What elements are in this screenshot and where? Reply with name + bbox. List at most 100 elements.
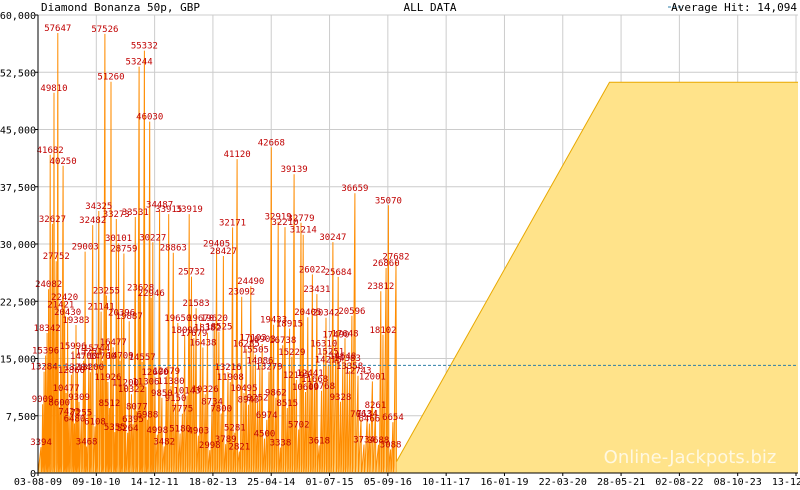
peak-value-label: 21583 <box>183 299 210 309</box>
peak-value-label: 24490 <box>237 277 264 287</box>
peak-value-label: 29003 <box>72 243 99 253</box>
current-jackpot-fill <box>396 82 798 473</box>
peak-value-label: 10609 <box>292 383 319 393</box>
peak-value-label: 7775 <box>172 405 194 415</box>
peak-value-label: 8734 <box>201 397 223 407</box>
x-tick-label: 13-12-24 <box>772 477 800 488</box>
peak-value-label: 12195 <box>283 371 310 381</box>
peak-value-label: 32482 <box>79 216 106 226</box>
peak-value-label: 20396 <box>108 308 135 318</box>
peak-value-label: 6395 <box>122 415 144 425</box>
peak-value-label: 20405 <box>294 308 321 318</box>
peak-value-label: 7255 <box>70 409 92 419</box>
y-tick-label: 15,000 <box>0 355 36 366</box>
peak-value-label: 14383 <box>334 354 361 364</box>
peak-value-label: 28427 <box>210 247 237 257</box>
peak-value-label: 2998 <box>199 441 221 451</box>
x-tick-label: 22-03-20 <box>539 477 587 488</box>
peak-value-label: 36659 <box>341 184 368 194</box>
watermark: Online-Jackpots.biz <box>604 447 777 468</box>
peak-value-label: 17103 <box>240 333 267 343</box>
y-tick-label: 22,500 <box>0 297 36 308</box>
peak-value-label: 12743 <box>344 367 371 377</box>
peak-value-label: 3394 <box>30 438 52 448</box>
peak-value-label: 6108 <box>84 417 106 427</box>
x-axis-ticks: 03-08-09 09-10-10 14-12-11 18-02-13 25-04-14… <box>14 473 800 488</box>
range-label: ALL DATA <box>404 1 457 14</box>
peak-value-label: 4998 <box>146 426 168 436</box>
peak-value-label: 23628 <box>127 284 154 294</box>
peak-value-label: 11380 <box>157 377 184 387</box>
peak-value-label: 17490 <box>322 330 349 340</box>
peak-value-label: 57647 <box>44 24 71 34</box>
peak-value-label: 5264 <box>117 424 139 434</box>
peak-value-label: 13216 <box>214 363 241 373</box>
peak-value-label: 10143 <box>173 387 200 397</box>
chart-title: Diamond Bonanza 50p, GBP <box>41 1 200 14</box>
peak-value-label: 15505 <box>242 346 269 356</box>
x-tick-label: 10-11-17 <box>422 477 470 488</box>
peak-value-label: 18342 <box>34 324 61 334</box>
peak-value-label: 42668 <box>258 138 285 148</box>
peak-value-label: 11668 <box>301 375 328 385</box>
peak-value-label: 7423 <box>58 407 80 417</box>
peak-value-label: 21141 <box>88 303 115 313</box>
peak-value-label: 15396 <box>32 346 59 356</box>
peak-value-label: 32171 <box>219 218 246 228</box>
peak-value-label: 23431 <box>303 285 330 295</box>
peak-value-label: 19650 <box>164 314 191 324</box>
peak-value-label: 30101 <box>105 234 132 244</box>
y-tick-label: 7,500 <box>6 412 36 423</box>
peak-value-label: 12600 <box>141 368 168 378</box>
peak-value-label: 3482 <box>153 437 175 447</box>
peak-value-label: 16438 <box>189 339 216 349</box>
peak-value-label: 16738 <box>269 336 296 346</box>
peak-value-label: 17648 <box>331 329 358 339</box>
peak-value-label: 3088 <box>380 440 402 450</box>
peak-value-label: 19670 <box>187 314 214 324</box>
peak-value-label: 5180 <box>169 424 191 434</box>
x-tick-label: 16-01-19 <box>480 477 528 488</box>
peak-value-label: 18382 <box>194 324 221 334</box>
peak-value-label: 3789 <box>215 435 237 445</box>
peak-value-label: 16310 <box>310 340 337 350</box>
peak-value-label: 25684 <box>325 268 352 278</box>
peak-value-label: 19887 <box>116 312 143 322</box>
peak-value-label: 33531 <box>122 208 149 218</box>
peak-value-label: 8512 <box>99 399 121 409</box>
x-tick-label: 03-08-09 <box>14 477 62 488</box>
peak-value-label: 14648 <box>329 352 356 362</box>
x-tick-label: 01-07-15 <box>305 477 353 488</box>
peak-value-label: 11908 <box>217 373 244 383</box>
peak-value-label: 16285 <box>233 340 260 350</box>
peak-value-label: 15251 <box>317 348 344 358</box>
peak-value-label: 26022 <box>299 265 326 275</box>
y-axis-ticks: 0 7,500 15,000 22,500 30,000 37,500 45,000 52,5… <box>0 11 38 480</box>
peak-value-label: 7134 <box>356 410 378 420</box>
y-tick-label: 60,000 <box>0 11 36 22</box>
peak-value-label: 3734 <box>353 435 375 445</box>
peak-value-label: 5355 <box>104 423 126 433</box>
peak-value-label: 46030 <box>136 113 163 123</box>
peak-value-label: 32627 <box>39 215 66 225</box>
x-tick-label: 18-02-13 <box>189 477 237 488</box>
peak-value-label: 3618 <box>308 436 330 446</box>
peak-value-label: 32919 <box>265 213 292 223</box>
peak-value-label: 14700 <box>70 352 97 362</box>
peak-value-label: 10495 <box>230 384 257 394</box>
hit-series <box>37 32 397 474</box>
peak-value-label: 6480 <box>64 415 86 425</box>
peak-value-label: 20342 <box>312 309 339 319</box>
peak-value-label: 13204 <box>64 363 91 373</box>
peak-value-label: 28863 <box>160 244 187 254</box>
peak-value-label: 8261 <box>365 401 387 411</box>
peak-value-label: 33273 <box>103 210 130 220</box>
peak-value-label: 7800 <box>210 404 232 414</box>
peak-value-label: 32210 <box>271 218 298 228</box>
peak-value-label: 39139 <box>281 165 308 175</box>
peak-value-label: 6654 <box>382 413 404 423</box>
peak-value-label: 15229 <box>278 348 305 358</box>
peak-value-label: 34487 <box>146 201 173 211</box>
peak-value-label: 18525 <box>205 323 232 333</box>
